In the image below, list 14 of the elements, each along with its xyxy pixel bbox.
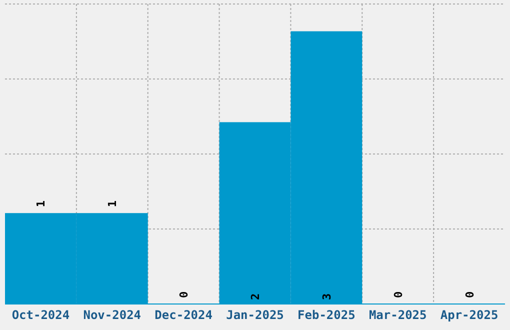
x-tick-label: Mar-2025 [368, 308, 427, 322]
data-label: 3 [320, 293, 334, 300]
x-tick-label: Apr-2025 [440, 308, 498, 322]
data-label: 0 [178, 291, 191, 298]
data-label: 1 [106, 200, 120, 208]
x-tick-label: Oct-2024 [12, 308, 70, 322]
x-tick-label: Feb-2025 [298, 308, 356, 322]
x-tick-label: Dec-2024 [154, 308, 212, 322]
x-tick-label: Jan-2025 [226, 308, 284, 322]
x-tick-label: Nov-2024 [83, 308, 142, 322]
data-label: 1 [34, 200, 48, 208]
data-label: 0 [463, 291, 476, 298]
data-label: 2 [249, 293, 262, 300]
data-label: 0 [392, 291, 405, 298]
